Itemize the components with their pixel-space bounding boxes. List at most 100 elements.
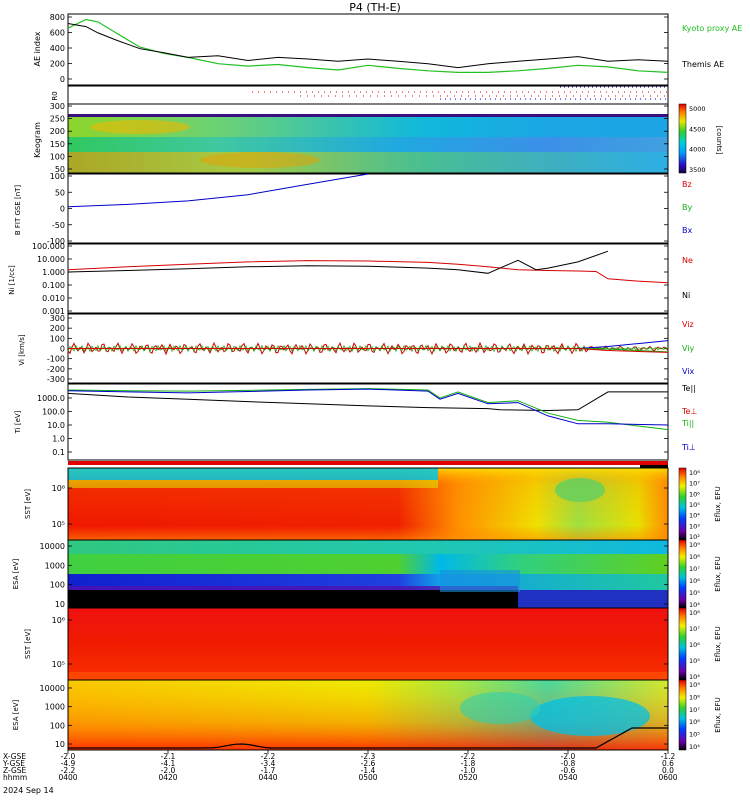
density-ytick-label: 0.100 <box>42 281 65 290</box>
ae-ytick-label: 600 <box>50 29 65 38</box>
te-line <box>67 391 668 412</box>
ni-line <box>67 250 609 274</box>
sst1-cb-label: 10³ <box>689 522 700 530</box>
sst2-spectrogram <box>68 608 668 680</box>
legend-ni: Ni <box>682 291 690 300</box>
panel-sst-2: 10⁶ 10⁵ SST [eV] 10⁸ 10⁷ 10⁶ 10⁵ 10⁴ Eflux, E… <box>24 607 722 681</box>
esa1-cb-label: 10⁸ <box>689 553 700 561</box>
kyoto-ae-line <box>67 18 669 74</box>
keogram-cb-label: 4500 <box>689 125 706 133</box>
esa2-scpot-curve <box>68 727 668 749</box>
density-ytick-label: 100.000 <box>32 242 65 251</box>
sst2-colorbar-ticks: 10⁸ 10⁷ 10⁶ 10⁵ 10⁴ <box>689 609 700 681</box>
bx-line <box>67 173 369 208</box>
ae-ytick-label: 400 <box>50 44 65 53</box>
legend-vix: Vix <box>682 367 695 376</box>
legend-viz: Viz <box>682 320 694 329</box>
sst2-cb-label: 10⁵ <box>689 657 700 665</box>
b-ylabel: B FIT GSE [nT] <box>14 185 22 236</box>
sst1-ytick-label: 10⁶ <box>52 484 65 493</box>
keogram-yticks: 300 250 200 150 100 50 <box>50 102 668 174</box>
legend-themis-ae: Themis AE <box>681 60 724 69</box>
esa2-ytick-label: 100 <box>50 721 65 730</box>
velocity-noise-band-green <box>67 344 669 353</box>
legend-by: By <box>682 203 692 212</box>
ephemeris-value: -2.2 <box>61 766 76 775</box>
legend-ti-perp: Ti⊥ <box>681 443 696 452</box>
sst1-ytick-label: 10⁵ <box>52 520 65 529</box>
density-yticks: 100.000 10.000 1.000 0.100 0.010 0.001 <box>32 242 668 316</box>
ephemeris-row-label: Z-GSE <box>3 766 27 775</box>
esa2-yticks: 10000 1000 100 10 <box>40 684 668 749</box>
ephemeris-value: -1.2 <box>661 752 676 761</box>
ephemeris-value: -0.8 <box>561 759 576 768</box>
esa2-ytick-label: 10 <box>55 740 65 749</box>
plot-title: P4 (TH-E) <box>349 1 401 14</box>
velocity-ytick-label: 200 <box>50 324 65 333</box>
temperature-ylabel: Ti [eV] <box>14 410 22 434</box>
sst1-colorbar <box>678 467 687 541</box>
sst1-yticks: 10⁶ 10⁵ <box>52 484 668 529</box>
ti-perp-line <box>67 388 669 426</box>
themis-ae-line <box>67 23 669 69</box>
keogram-ytick-label: 50 <box>55 165 65 174</box>
panel-r0: R0 <box>51 85 669 105</box>
b-ytick-label: 100 <box>50 172 65 181</box>
esa2-ytick-label: 1000 <box>45 703 65 712</box>
ephemeris-value: -3.4 <box>261 759 276 768</box>
ephemeris-value: -1.0 <box>461 766 476 775</box>
keogram-cb-label: 5000 <box>689 105 706 113</box>
keogram-ytick-label: 300 <box>50 102 65 111</box>
esa1-colorbar <box>678 539 687 609</box>
b-ytick-label: 50 <box>55 188 65 197</box>
ephemeris-row-label: X-GSE <box>3 752 26 761</box>
esa2-cb-label: 10⁷ <box>689 706 700 714</box>
esa1-ytick-label: 10 <box>55 600 65 609</box>
keogram-cb-label: 4000 <box>689 146 706 154</box>
keogram-colorbar <box>678 103 687 174</box>
sst2-cb-label: 10⁷ <box>689 625 700 633</box>
sst1-cb-label: 10⁸ <box>689 469 700 477</box>
esa2-cb-label: 10⁴ <box>689 743 700 751</box>
sst2-ytick-label: 10⁶ <box>52 616 65 625</box>
ephemeris-value: -1.4 <box>361 766 376 775</box>
density-ytick-label: 0.001 <box>42 307 65 316</box>
ephemeris-value: 0520 <box>458 773 477 782</box>
ephemeris-value: -2.0 <box>161 766 176 775</box>
esa2-ytick-label: 10000 <box>40 684 65 693</box>
ae-ytick-label: 200 <box>50 60 65 69</box>
ephemeris-value: 0400 <box>58 773 77 782</box>
ne-line <box>67 260 669 284</box>
ephemeris-value: 0600 <box>658 773 677 782</box>
sst1-colorbar-ticks: 10⁸ 10⁷ 10⁶ 10⁵ 10⁴ 10³ 10² <box>689 469 700 541</box>
ephemeris-value: -2.3 <box>361 752 376 761</box>
legend-viy: Viy <box>682 344 695 353</box>
esa2-colorbar-label: Eflux, EFU <box>714 697 722 732</box>
ephemeris-value: 0.6 <box>662 759 674 768</box>
sst2-colorbar <box>678 607 687 681</box>
b-ytick-label: -50 <box>52 221 65 230</box>
sst1-cb-label: 10⁶ <box>689 490 700 498</box>
ephemeris-row-label: Y-GSE <box>2 759 25 768</box>
sst1-colorbar-label: Eflux, EFU <box>714 486 722 521</box>
density-ytick-label: 0.010 <box>42 294 65 303</box>
esa2-cb-label: 10⁵ <box>689 731 700 739</box>
sst1-ylabel: SST [eV] <box>24 489 32 519</box>
esa1-cb-label: 10⁵ <box>689 589 700 597</box>
ephemeris-value: -2.2 <box>261 752 276 761</box>
sst2-yticks: 10⁶ 10⁵ <box>52 616 668 669</box>
keogram-ytick-label: 150 <box>50 140 65 149</box>
ae-yticks: 800 600 400 200 0 <box>50 13 668 84</box>
sst2-cb-label: 10⁶ <box>689 641 700 649</box>
ephemeris-value: -2.0 <box>61 752 76 761</box>
density-ylabel: Ni [1/cc] <box>8 265 16 295</box>
density-ytick-label: 1.000 <box>42 268 65 277</box>
temperature-ytick-label: 1000.0 <box>37 394 65 403</box>
ae-ytick-label: 800 <box>50 13 65 22</box>
ae-ytick-label: 0 <box>60 75 65 84</box>
esa1-cb-label: 10⁹ <box>689 541 700 549</box>
